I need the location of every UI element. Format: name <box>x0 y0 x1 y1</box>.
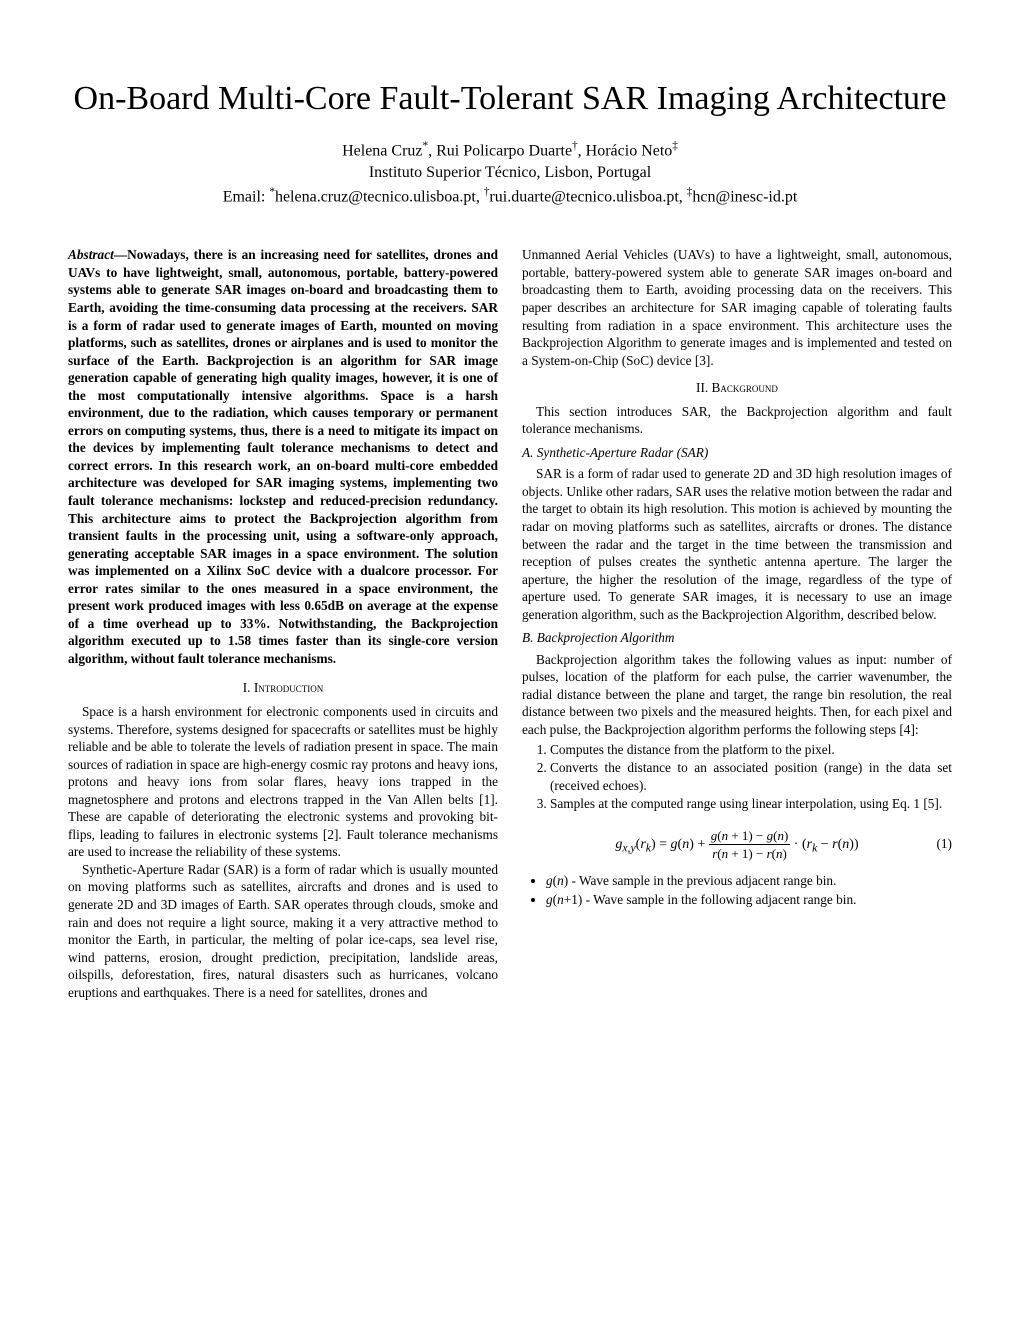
equation-1: gx,y(rk) = g(n) + g(n + 1) − g(n) r(n + … <box>522 827 952 862</box>
abstract-label: Abstract <box>68 247 114 262</box>
step-1: Computes the distance from the platform … <box>550 741 952 759</box>
author-line: Helena Cruz*, Rui Policarpo Duarte†, Hor… <box>68 139 952 163</box>
subsection-a-heading: A. Synthetic-Aperture Radar (SAR) <box>522 444 952 462</box>
legend-item-1: g(n) - Wave sample in the previous adjac… <box>546 872 952 890</box>
intro-para-2: Synthetic-Aperture Radar (SAR) is a form… <box>68 861 498 1001</box>
abstract-text: —Nowadays, there is an increasing need f… <box>68 247 498 666</box>
emails: Email: *helena.cruz@tecnico.ulisboa.pt, … <box>68 185 952 209</box>
step-2: Converts the distance to an associated p… <box>550 759 952 794</box>
intro-para-1: Space is a harsh environment for electro… <box>68 703 498 861</box>
equation-number: (1) <box>936 836 952 854</box>
left-column: Abstract—Nowadays, there is an increasin… <box>68 246 498 1001</box>
subsection-a-text: SAR is a form of radar used to generate … <box>522 465 952 623</box>
legend-item-2: g(n+1) - Wave sample in the following ad… <box>546 891 952 909</box>
section-1-heading: I. Introduction <box>68 679 498 697</box>
subsection-b-heading: B. Backprojection Algorithm <box>522 629 952 647</box>
subsection-b-p1: Backprojection algorithm takes the follo… <box>522 651 952 739</box>
col2-continuation: Unmanned Aerial Vehicles (UAVs) to have … <box>522 246 952 369</box>
background-intro: This section introduces SAR, the Backpro… <box>522 403 952 438</box>
abstract: Abstract—Nowadays, there is an increasin… <box>68 246 498 667</box>
algorithm-steps: Computes the distance from the platform … <box>546 741 952 813</box>
section-2-heading: II. Background <box>522 379 952 397</box>
affiliation: Instituto Superior Técnico, Lisbon, Port… <box>68 162 952 184</box>
equation-legend: g(n) - Wave sample in the previous adjac… <box>542 872 952 908</box>
paper-title: On-Board Multi-Core Fault-Tolerant SAR I… <box>68 78 952 121</box>
step-3: Samples at the computed range using line… <box>550 795 952 813</box>
two-column-body: Abstract—Nowadays, there is an increasin… <box>68 246 952 1001</box>
right-column: Unmanned Aerial Vehicles (UAVs) to have … <box>522 246 952 1001</box>
